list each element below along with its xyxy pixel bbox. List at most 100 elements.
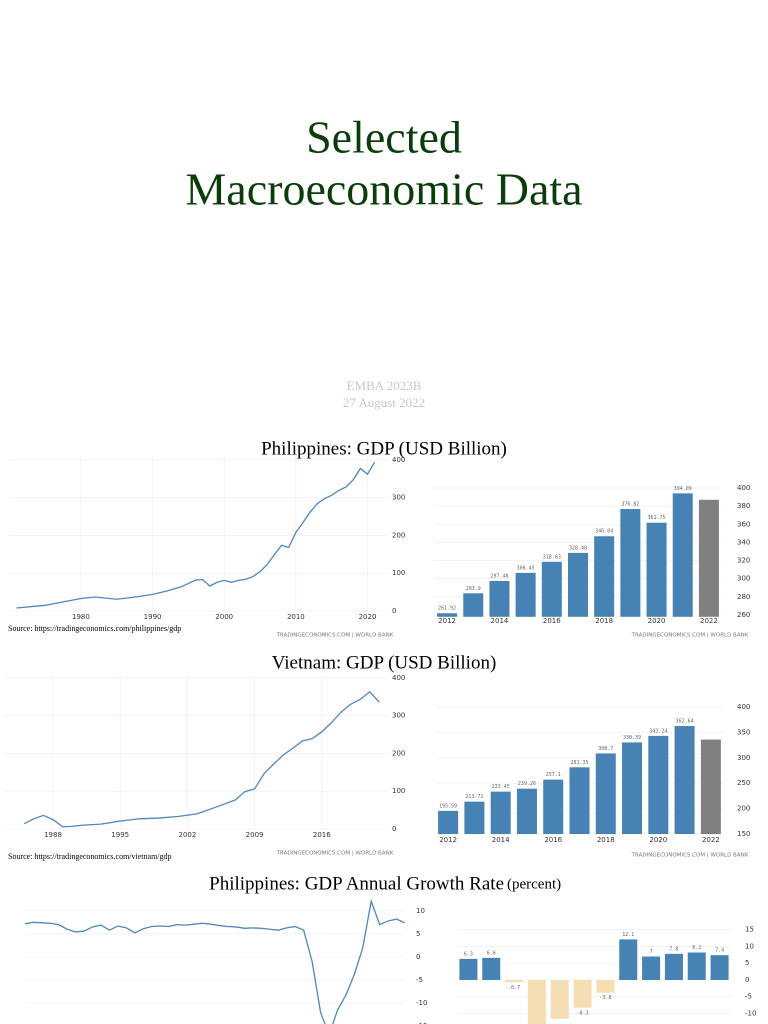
- credit: TRADINGECONOMICS.COM | WORLD BANK: [276, 851, 394, 857]
- data-label: -0.7: [508, 985, 520, 991]
- title-line: Selected: [306, 112, 462, 163]
- bar: [672, 493, 693, 617]
- y-tick-label: 0: [745, 976, 749, 984]
- data-label: 6.6: [487, 950, 496, 956]
- line: [16, 461, 376, 609]
- data-label: 343.24: [649, 728, 667, 734]
- y-tick-label: 0: [392, 607, 396, 615]
- bar: [642, 956, 661, 980]
- y-tick-label: 340: [737, 538, 750, 546]
- y-tick-label: 280: [737, 593, 750, 601]
- y-tick-label: 300: [737, 575, 750, 583]
- data-label: 308.7: [598, 746, 613, 752]
- data-label: 213.71: [465, 794, 483, 800]
- y-tick-label: -5: [416, 976, 423, 984]
- x-tick-label: 2016: [313, 831, 331, 839]
- data-label: 195.59: [439, 803, 457, 809]
- data-label: 394.09: [674, 486, 692, 492]
- y-tick-label: 200: [392, 531, 405, 539]
- source: Source: https://tradingeconomics.com/vie…: [8, 852, 172, 861]
- bar: [515, 572, 536, 617]
- x-tick-label: 2016: [544, 836, 562, 844]
- data-label: 283.9: [466, 586, 481, 592]
- data-label: 7.8: [669, 946, 678, 952]
- bar: [505, 979, 524, 983]
- y-tick-label: 250: [737, 779, 750, 787]
- data-label: 361.75: [648, 515, 666, 521]
- line: [23, 690, 380, 828]
- bar: [568, 552, 588, 617]
- x-tick-label: 2000: [215, 613, 233, 621]
- data-label: 239.26: [518, 781, 536, 787]
- title-line: Macroeconomic Data: [185, 164, 582, 215]
- credit: TRADINGECONOMICS.COM | WORLD BANK: [276, 633, 394, 639]
- x-tick-label: 2014: [491, 617, 509, 625]
- x-tick-label: 2010: [287, 613, 305, 621]
- bar: [573, 979, 592, 1008]
- bar: [698, 499, 719, 617]
- section-unit: (percent): [507, 876, 561, 892]
- y-tick-label: -15: [416, 1022, 427, 1024]
- x-tick-label: 2022: [702, 836, 720, 844]
- y-tick-label: 15: [745, 926, 754, 934]
- data-label: 7.4: [715, 948, 724, 954]
- x-tick-label: 2012: [438, 617, 456, 625]
- data-label: 330.39: [623, 735, 641, 741]
- bar: [569, 767, 590, 834]
- bar: [622, 742, 643, 834]
- x-tick-label: 2012: [439, 836, 457, 844]
- data-label: 6.3: [464, 951, 473, 957]
- y-tick-label: 400: [392, 456, 405, 464]
- y-tick-label: 5: [416, 930, 420, 938]
- data-label: 257.1: [546, 772, 561, 778]
- y-tick-label: -10: [745, 1009, 756, 1017]
- data-label: 8.2: [692, 945, 701, 951]
- bar: [648, 735, 669, 834]
- x-tick-label: 2018: [597, 836, 615, 844]
- x-tick-label: 1988: [44, 831, 62, 839]
- bar: [596, 979, 615, 993]
- data-label: -3.8: [599, 995, 611, 1001]
- x-tick-label: 2009: [246, 831, 264, 839]
- bar: [463, 593, 484, 617]
- data-label: 233.45: [492, 784, 510, 790]
- bar: [700, 739, 721, 834]
- data-label: 281.35: [570, 760, 588, 766]
- date: 27 August 2022: [343, 395, 425, 410]
- bar: [710, 955, 729, 980]
- y-tick-label: 5: [745, 959, 749, 967]
- y-tick-label: 380: [737, 502, 750, 510]
- bar: [646, 522, 667, 617]
- course: EMBA 2023B: [347, 378, 422, 393]
- y-tick-label: 0: [392, 825, 396, 833]
- y-tick-label: 0: [416, 953, 420, 961]
- bar: [619, 939, 638, 980]
- y-tick-label: 100: [392, 787, 405, 795]
- credit: TRADINGECONOMICS.COM | WORLD BANK: [631, 853, 749, 859]
- y-tick-label: 300: [392, 712, 405, 720]
- source: Source: https://tradingeconomics.com/phi…: [8, 624, 181, 633]
- bar: [594, 536, 615, 617]
- data-label: 328.48: [569, 545, 587, 551]
- data-label: 318.63: [543, 554, 561, 560]
- bar: [516, 788, 537, 834]
- bar: [459, 958, 478, 980]
- line: [24, 898, 406, 1024]
- bar: [550, 979, 569, 1019]
- bar: [482, 957, 501, 980]
- x-tick-label: 1980: [72, 613, 90, 621]
- bar: [664, 953, 683, 980]
- data-label: 7: [650, 949, 653, 955]
- data-label: 297.48: [490, 573, 508, 579]
- bar: [674, 726, 695, 834]
- y-tick-label: 10: [745, 942, 754, 950]
- y-tick-label: -10: [416, 999, 427, 1007]
- credit: TRADINGECONOMICS.COM | WORLD BANK: [631, 633, 749, 639]
- bar: [489, 580, 510, 617]
- y-tick-label: 400: [737, 703, 750, 711]
- data-label: 346.84: [595, 529, 613, 535]
- bar: [438, 810, 459, 834]
- y-tick-label: 260: [737, 611, 750, 619]
- bar: [595, 753, 616, 834]
- bar: [687, 952, 706, 980]
